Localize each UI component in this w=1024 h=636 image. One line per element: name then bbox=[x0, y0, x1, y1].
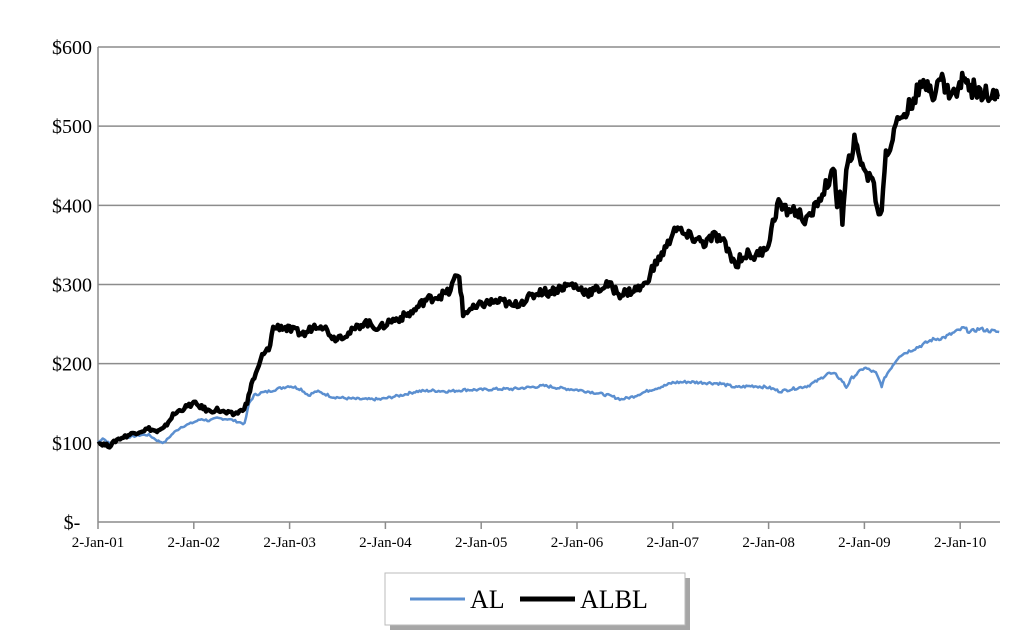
x-tick-label: 2-Jan-08 bbox=[742, 535, 795, 551]
y-axis-ticks: $- $100 $200 $300 $400 $500 $600 bbox=[52, 37, 92, 534]
y-tick-label: $- bbox=[64, 512, 81, 534]
y-tick-label: $100 bbox=[52, 433, 92, 455]
y-tick-label: $500 bbox=[52, 116, 92, 138]
series-line-al bbox=[97, 325, 1000, 445]
gridlines bbox=[98, 46, 1000, 444]
x-tick-label: 2-Jan-09 bbox=[838, 535, 891, 551]
y-tick-label: $400 bbox=[52, 195, 92, 217]
x-tick-label: 2-Jan-04 bbox=[359, 535, 412, 551]
x-axis: 2-Jan-01 2-Jan-02 2-Jan-03 2-Jan-04 2-Jan-05… bbox=[72, 47, 1000, 551]
legend-label-albl: ALBL bbox=[580, 585, 648, 614]
legend: AL ALBL bbox=[384, 572, 690, 630]
series-line-albl bbox=[96, 70, 1001, 450]
x-tick-label: 2-Jan-05 bbox=[455, 535, 508, 551]
x-tick-label: 2-Jan-01 bbox=[72, 535, 125, 551]
series-lines bbox=[96, 70, 1001, 450]
y-tick-label: $300 bbox=[52, 275, 92, 297]
y-tick-label: $600 bbox=[52, 37, 92, 59]
x-tick-label: 2-Jan-02 bbox=[168, 535, 221, 551]
legend-label-al: AL bbox=[470, 585, 505, 614]
x-tick-label: 2-Jan-07 bbox=[647, 535, 700, 551]
x-tick-label: 2-Jan-03 bbox=[263, 535, 316, 551]
x-tick-label: 2-Jan-06 bbox=[551, 535, 604, 551]
y-tick-label: $200 bbox=[52, 354, 92, 376]
x-tick-label: 2-Jan-10 bbox=[934, 535, 987, 551]
